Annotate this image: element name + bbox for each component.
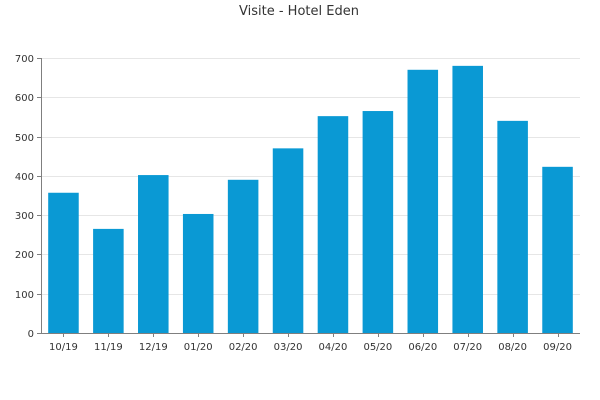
gridlines — [41, 58, 580, 295]
bar-06-20[interactable] — [407, 69, 439, 334]
bar-10-19[interactable] — [48, 192, 79, 333]
x-axis-ticks: 10/19 11/19 12/19 01/20 02/20 03/20 04/20 05/20… — [49, 333, 572, 353]
bar-04-20[interactable] — [317, 116, 349, 334]
x-tick-label: 09/20 — [543, 342, 572, 353]
bar-02-20[interactable] — [227, 179, 259, 333]
bar-07-20[interactable] — [452, 65, 483, 333]
bar-09-20[interactable] — [542, 166, 573, 333]
y-axis-ticks: 0 100 200 300 400 500 600 700 — [15, 54, 41, 340]
bar-11-19[interactable] — [93, 228, 124, 333]
chart-title: Visite - Hotel Eden — [239, 4, 359, 19]
x-tick-label: 12/19 — [139, 342, 168, 353]
bars — [48, 65, 573, 334]
bar-01-20[interactable] — [182, 213, 214, 333]
x-tick-label: 11/19 — [94, 342, 123, 353]
y-tick-label: 0 — [28, 329, 34, 340]
axes — [41, 58, 580, 334]
x-tick-label: 03/20 — [274, 342, 303, 353]
bar-12-19[interactable] — [138, 175, 169, 333]
y-tick-label: 200 — [15, 250, 34, 261]
x-tick-label: 10/19 — [49, 342, 78, 353]
y-tick-label: 700 — [15, 54, 34, 65]
x-tick-label: 01/20 — [184, 342, 213, 353]
bar-03-20[interactable] — [272, 148, 304, 333]
y-tick-label: 400 — [15, 172, 34, 183]
x-tick-label: 08/20 — [498, 342, 527, 353]
x-tick-label: 04/20 — [319, 342, 348, 353]
y-tick-label: 100 — [15, 290, 34, 301]
x-tick-label: 06/20 — [408, 342, 437, 353]
x-tick-label: 07/20 — [453, 342, 482, 353]
y-tick-label: 300 — [15, 211, 34, 222]
y-tick-label: 500 — [15, 133, 34, 144]
x-tick-label: 05/20 — [363, 342, 392, 353]
bar-05-20[interactable] — [362, 111, 394, 334]
bar-08-20[interactable] — [497, 120, 528, 333]
y-tick-label: 600 — [15, 93, 34, 104]
x-tick-label: 02/20 — [229, 342, 258, 353]
